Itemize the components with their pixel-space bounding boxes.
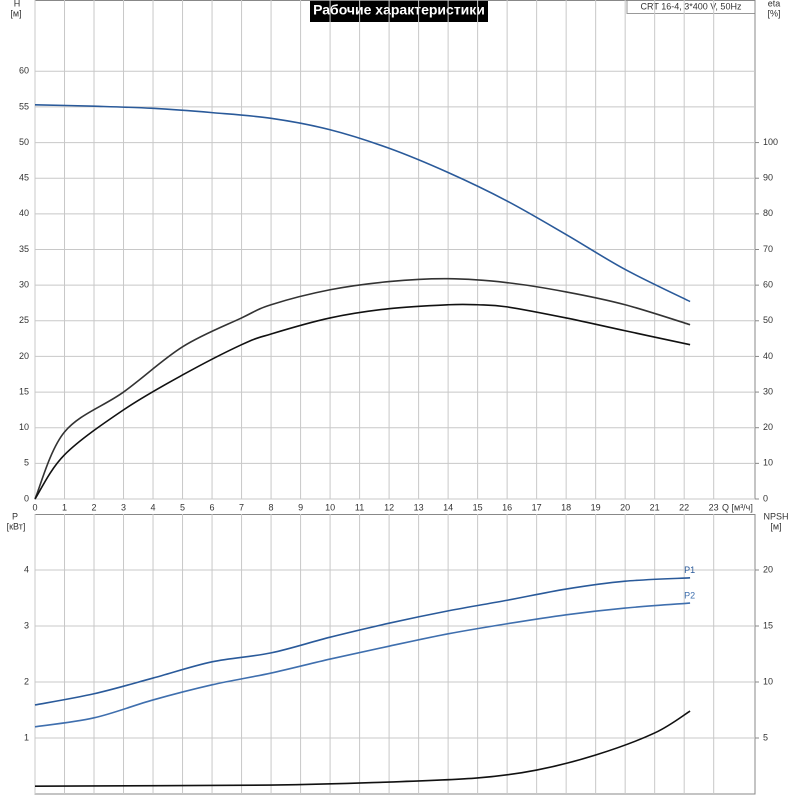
x-tick-label: 14 <box>443 502 453 512</box>
y2-tick-label: 20 <box>763 422 773 432</box>
y-tick-label: 4 <box>24 564 29 574</box>
x-tick-label: 21 <box>650 502 660 512</box>
y2-tick-label: 60 <box>763 280 773 290</box>
x-tick-label: 19 <box>591 502 601 512</box>
y-tick-label: 60 <box>19 66 29 76</box>
y-tick-label: 35 <box>19 244 29 254</box>
y-tick-label: 10 <box>19 422 29 432</box>
y2-tick-label: 40 <box>763 351 773 361</box>
curve <box>34 710 691 787</box>
y-tick-label: 45 <box>19 173 29 183</box>
y2-tick-label: 20 <box>763 564 773 574</box>
curve <box>34 277 691 500</box>
x-tick-label: 5 <box>180 502 185 512</box>
y2-tick-label: 90 <box>763 173 773 183</box>
x-tick-label: 1 <box>62 502 67 512</box>
y-tick-label: 50 <box>19 137 29 147</box>
curve <box>34 577 691 706</box>
x-tick-label: 12 <box>384 502 394 512</box>
y-tick-label: 30 <box>19 280 29 290</box>
y2-tick-label: 30 <box>763 386 773 396</box>
y-axis-unit: [кВт] <box>7 521 26 531</box>
y-tick-label: 40 <box>19 208 29 218</box>
y-tick-label: 0 <box>24 493 29 503</box>
title-box <box>310 0 488 22</box>
y2-tick-label: 50 <box>763 315 773 325</box>
y-axis-label: P <box>12 511 18 521</box>
y-tick-label: 20 <box>19 351 29 361</box>
x-tick-label: 9 <box>298 502 303 512</box>
annotation: CRT 16-4, 3*400 V, 50Hz <box>641 1 742 11</box>
y2-tick-label: 0 <box>763 493 768 503</box>
x-tick-label: 3 <box>121 502 126 512</box>
x-tick-label: 6 <box>210 502 215 512</box>
y2-axis-label: eta <box>768 0 781 8</box>
y2-axis-unit: [%] <box>767 8 780 18</box>
x-tick-label: 23 <box>709 502 719 512</box>
y-tick-label: 5 <box>24 458 29 468</box>
x-tick-label: 15 <box>473 502 483 512</box>
y2-tick-label: 100 <box>763 137 778 147</box>
x-axis-label: Q [м³/ч] <box>722 502 753 512</box>
y2-tick-label: 15 <box>763 620 773 630</box>
y2-tick-label: 10 <box>763 676 773 686</box>
y2-tick-label: 80 <box>763 208 773 218</box>
y2-axis-label: NPSH <box>763 511 788 521</box>
x-tick-label: 2 <box>92 502 97 512</box>
x-tick-label: 16 <box>502 502 512 512</box>
x-tick-label: 0 <box>32 502 37 512</box>
legend-label: P2 <box>684 590 695 600</box>
y2-tick-label: 10 <box>763 458 773 468</box>
chart-title: Рабочие характеристики <box>313 2 485 18</box>
x-tick-label: 8 <box>269 502 274 512</box>
x-tick-label: 11 <box>355 502 364 512</box>
x-tick-label: 13 <box>414 502 424 512</box>
x-tick-label: 18 <box>561 502 571 512</box>
x-tick-label: 10 <box>325 502 335 512</box>
y-tick-label: 2 <box>24 676 29 686</box>
x-tick-label: 7 <box>239 502 244 512</box>
legend-label: P1 <box>684 565 695 575</box>
y-tick-label: 1 <box>24 732 29 742</box>
x-tick-label: 20 <box>620 502 630 512</box>
y-axis-unit: [м] <box>10 8 21 18</box>
x-tick-label: 22 <box>679 502 689 512</box>
plot-area <box>34 514 756 795</box>
y-tick-label: 3 <box>24 620 29 630</box>
y2-tick-label: 5 <box>763 732 768 742</box>
y2-axis-unit: [м] <box>770 521 781 531</box>
curve <box>34 602 691 728</box>
y-tick-label: 55 <box>19 101 29 111</box>
x-tick-label: 4 <box>151 502 156 512</box>
curve <box>34 103 691 303</box>
y2-tick-label: 70 <box>763 244 773 254</box>
curve <box>34 303 691 500</box>
y-tick-label: 25 <box>19 315 29 325</box>
x-tick-label: 17 <box>532 502 542 512</box>
y-axis-label: H <box>14 0 21 8</box>
y-tick-label: 15 <box>19 386 29 396</box>
